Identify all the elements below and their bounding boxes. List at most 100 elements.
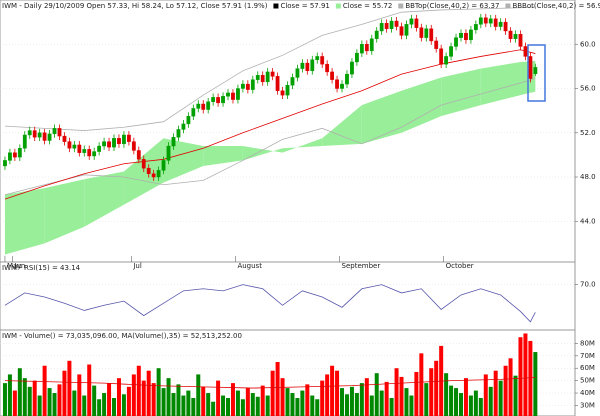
y-tick-label: 30M	[580, 401, 595, 409]
volume-bar	[82, 395, 87, 416]
candle-body	[22, 134, 27, 149]
volume-bar	[17, 368, 22, 416]
candle-body	[12, 152, 17, 158]
candle-body	[97, 145, 102, 152]
candle-body	[325, 63, 330, 73]
legend-entry: Close = 57.91	[280, 2, 329, 10]
candle-body	[126, 134, 131, 142]
volume-bar	[97, 399, 102, 416]
volume-bar	[414, 371, 419, 416]
candle-body	[42, 132, 47, 141]
volume-bar	[77, 374, 82, 416]
candle-body	[201, 103, 206, 110]
candle-body	[176, 129, 181, 138]
y-tick-label: 60M	[580, 364, 595, 372]
volume-bar	[325, 374, 330, 416]
volume-bar	[270, 370, 275, 416]
y-tick-label: 56.0	[580, 85, 596, 93]
candle-body	[131, 141, 136, 151]
volume-bar	[206, 393, 211, 416]
indicator-line	[4, 77, 536, 196]
candle-body	[384, 23, 389, 29]
volume-bar	[67, 360, 72, 416]
candle-body	[17, 148, 22, 158]
volume-bar	[211, 401, 216, 416]
y-tick-label: 70M	[580, 352, 595, 360]
legend-swatch	[335, 3, 341, 9]
volume-bar	[22, 378, 27, 416]
cloud-segment	[242, 146, 283, 161]
volume-bar	[230, 383, 235, 416]
candle-body	[414, 18, 419, 28]
volume-bar	[295, 398, 300, 416]
candle-body	[399, 26, 404, 36]
candle-body	[449, 46, 453, 57]
candle-body	[488, 18, 493, 24]
volume-bar	[290, 393, 295, 416]
x-tick-label: August	[237, 262, 262, 270]
candle-body	[186, 115, 191, 125]
volume-bar	[151, 383, 156, 416]
volume-bar	[434, 360, 439, 416]
indicator-line	[4, 6, 536, 131]
candle-body	[265, 71, 270, 83]
volume-bar	[449, 385, 454, 416]
volume-bar	[399, 376, 404, 416]
volume-bar	[216, 380, 221, 416]
volume-bar	[330, 365, 335, 416]
volume-bar	[191, 398, 196, 416]
volume-bar	[533, 352, 538, 416]
volume-bar	[374, 373, 379, 416]
candle-body	[275, 76, 280, 91]
candle-body	[439, 48, 444, 65]
volume-bar	[315, 399, 320, 416]
y-tick-label: 70.0	[580, 281, 596, 289]
candle-body	[305, 62, 310, 72]
candle-body	[364, 44, 369, 52]
x-tick-label: Jul	[132, 262, 142, 270]
cloud-segment	[282, 138, 323, 153]
volume-bar	[310, 395, 315, 416]
volume-bar	[176, 384, 181, 416]
candle-body	[419, 27, 424, 38]
y-tick-label: 50M	[580, 377, 595, 385]
indicator-line	[4, 377, 536, 389]
volume-bar	[171, 393, 176, 416]
candle-body	[464, 32, 468, 41]
candle-body	[151, 173, 156, 178]
volume-bar	[384, 381, 389, 416]
volume-bar	[226, 398, 231, 416]
candle-body	[27, 130, 32, 136]
cloud-segment	[322, 105, 362, 147]
volume-bar	[369, 395, 374, 416]
candle-body	[340, 83, 344, 89]
volume-bar	[196, 374, 201, 416]
volume-bar	[181, 395, 186, 416]
volume-bar	[37, 395, 42, 416]
candle-body	[503, 21, 508, 32]
candle-body	[493, 18, 498, 27]
candle-body	[240, 83, 245, 89]
volume-bar	[265, 395, 270, 416]
volume-bar	[42, 365, 47, 416]
volume-bar	[335, 370, 340, 416]
volume-bar	[186, 390, 191, 416]
candle-body	[320, 56, 325, 65]
candle-body	[270, 71, 275, 77]
volume-bar	[121, 394, 126, 416]
volume-bar	[92, 385, 97, 416]
candle-body	[37, 132, 42, 138]
candle-body	[166, 145, 171, 161]
legend-swatch	[398, 3, 404, 9]
candle-body	[369, 38, 374, 52]
candle-body	[280, 90, 285, 96]
candle-body	[359, 44, 364, 54]
volume-bar	[444, 373, 449, 416]
candle-body	[47, 133, 52, 141]
volume-bar	[379, 390, 384, 416]
volume-bar	[12, 390, 17, 416]
volume-bar	[523, 333, 528, 416]
candle-body	[444, 56, 449, 65]
volume-bar	[52, 393, 57, 416]
volume-bar	[166, 378, 171, 416]
